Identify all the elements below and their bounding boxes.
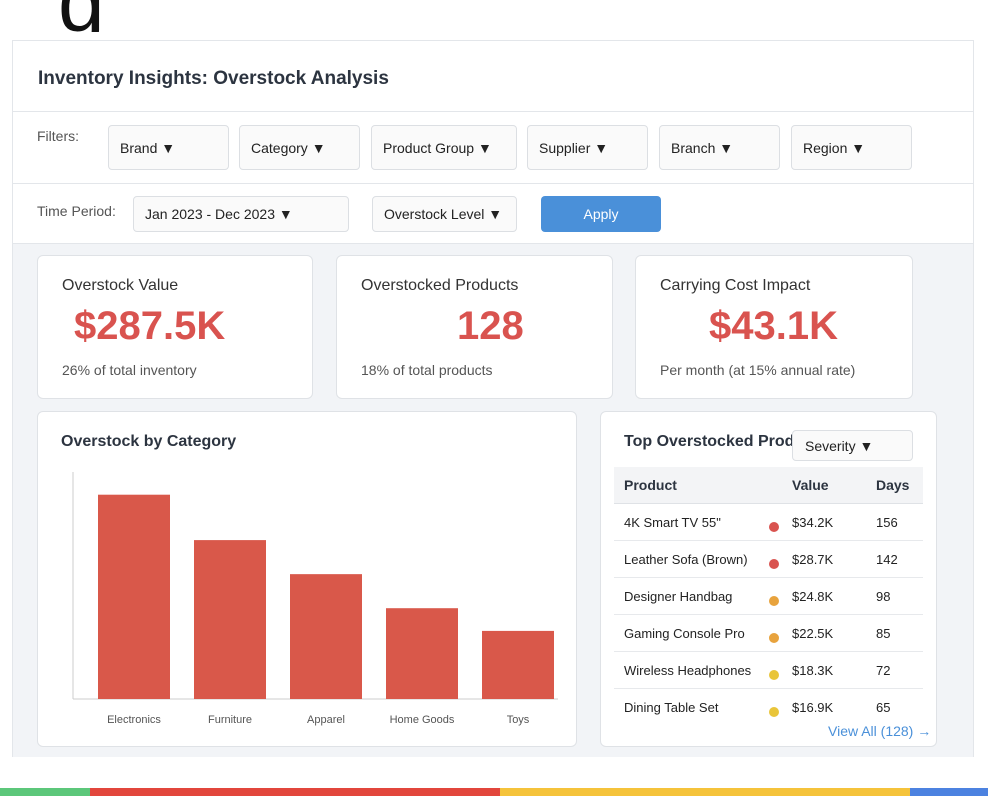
- footer-band-yellow: [500, 788, 910, 796]
- kpi-value: $287.5K: [74, 304, 226, 348]
- category-filter[interactable]: Category ▼: [239, 125, 360, 170]
- product-days: 65: [876, 700, 891, 715]
- cropped-heading-glyph: g: [58, 0, 188, 32]
- time-period-select[interactable]: Jan 2023 - Dec 2023 ▼: [133, 196, 349, 232]
- kpi-label: Overstocked Products: [361, 277, 519, 294]
- kpi-value: $43.1K: [709, 304, 838, 348]
- severity-low-icon: [769, 670, 779, 680]
- product-days: 98: [876, 589, 891, 604]
- severity-medium-icon: [769, 596, 779, 606]
- branch-filter[interactable]: Branch ▼: [659, 125, 780, 170]
- bar-home-goods[interactable]: [386, 608, 458, 699]
- product-group-filter[interactable]: Product Group ▼: [371, 125, 517, 170]
- view-all-link[interactable]: View All (128) →: [828, 723, 932, 739]
- product-name: Designer Handbag: [624, 589, 733, 604]
- product-name: Leather Sofa (Brown): [624, 552, 748, 567]
- table-header: Product Value Days: [614, 467, 923, 504]
- x-tick-label: Home Goods: [390, 714, 455, 726]
- severity-medium-icon: [769, 633, 779, 643]
- table-row[interactable]: Dining Table Set $16.9K 65: [614, 689, 923, 725]
- brand-filter[interactable]: Brand ▼: [108, 125, 229, 170]
- product-name: Dining Table Set: [624, 700, 719, 715]
- product-value: $16.9K: [792, 700, 834, 715]
- region-filter[interactable]: Region ▼: [791, 125, 912, 170]
- footer-band-red: [90, 788, 500, 796]
- table-row[interactable]: Wireless Headphones $18.3K 72: [614, 652, 923, 689]
- table-row[interactable]: Leather Sofa (Brown) $28.7K 142: [614, 541, 923, 578]
- product-name: Wireless Headphones: [624, 663, 752, 678]
- kpi-subtext: 26% of total inventory: [62, 362, 197, 378]
- overstock-by-category-card: Overstock by Category Electronics Furnitu…: [37, 411, 577, 747]
- top-overstocked-card: Top Overstocked Products Severity ▼ Prod…: [600, 411, 937, 747]
- product-value: $24.8K: [792, 589, 834, 604]
- x-tick-label: Furniture: [208, 714, 252, 726]
- column-header-product: Product: [624, 477, 677, 493]
- bar-electronics[interactable]: [98, 494, 170, 699]
- filters-bar: Filters: Brand ▼ Category ▼ Product Grou…: [13, 112, 973, 184]
- severity-high-icon: [769, 522, 779, 532]
- kpi-value: 128: [457, 304, 524, 348]
- page-title: Inventory Insights: Overstock Analysis: [38, 68, 389, 89]
- dashboard: Inventory Insights: Overstock Analysis F…: [12, 40, 974, 757]
- footer-band-green: [0, 788, 90, 796]
- table-row[interactable]: Gaming Console Pro $22.5K 85: [614, 615, 923, 652]
- severity-high-icon: [769, 559, 779, 569]
- kpi-label: Carrying Cost Impact: [660, 277, 811, 294]
- bar-apparel[interactable]: [290, 574, 362, 699]
- time-period-label: Time Period:: [37, 203, 116, 219]
- overstock-level-select[interactable]: Overstock Level ▼: [372, 196, 517, 232]
- column-header-value: Value: [792, 477, 829, 493]
- filters-label: Filters:: [37, 128, 79, 144]
- apply-button[interactable]: Apply: [541, 196, 661, 232]
- footer-band-blue: [910, 788, 988, 796]
- product-value: $18.3K: [792, 663, 834, 678]
- kpi-subtext: 18% of total products: [361, 362, 493, 378]
- product-days: 156: [876, 515, 898, 530]
- table-row[interactable]: Designer Handbag $24.8K 98: [614, 578, 923, 615]
- product-value: $28.7K: [792, 552, 834, 567]
- product-value: $34.2K: [792, 515, 834, 530]
- x-tick-label: Apparel: [307, 714, 345, 726]
- page-header: Inventory Insights: Overstock Analysis: [13, 41, 973, 112]
- column-header-days: Days: [876, 477, 910, 493]
- x-tick-label: Toys: [507, 714, 530, 726]
- severity-select[interactable]: Severity ▼: [792, 430, 913, 461]
- table-row[interactable]: 4K Smart TV 55" $34.2K 156: [614, 504, 923, 541]
- product-days: 85: [876, 626, 891, 641]
- product-value: $22.5K: [792, 626, 834, 641]
- kpi-subtext: Per month (at 15% annual rate): [660, 362, 856, 378]
- table-body: 4K Smart TV 55" $34.2K 156 Leather Sofa (Br…: [614, 504, 923, 725]
- bar-furniture[interactable]: [194, 540, 266, 699]
- product-name: Gaming Console Pro: [624, 626, 745, 641]
- table-title: Top Overstocked Products: [624, 433, 799, 450]
- product-days: 72: [876, 663, 891, 678]
- product-name: 4K Smart TV 55": [624, 515, 721, 530]
- overstock-bar-chart: Electronics Furniture Apparel Home Goods Toy…: [72, 472, 558, 726]
- kpi-overstocked-products: Overstocked Products 128 18% of total pr…: [336, 255, 613, 399]
- bar-toys[interactable]: [482, 630, 554, 699]
- x-tick-label: Electronics: [107, 714, 161, 726]
- chart-title: Overstock by Category: [61, 433, 237, 450]
- kpi-carrying-cost: Carrying Cost Impact $43.1K Per month (a…: [635, 255, 913, 399]
- kpi-overstock-value: Overstock Value $287.5K 26% of total inv…: [37, 255, 313, 399]
- severity-low-icon: [769, 707, 779, 717]
- product-days: 142: [876, 552, 898, 567]
- supplier-filter[interactable]: Supplier ▼: [527, 125, 648, 170]
- kpi-label: Overstock Value: [62, 277, 179, 294]
